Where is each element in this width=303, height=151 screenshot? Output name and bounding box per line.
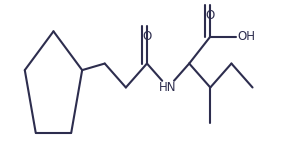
Text: O: O [206, 9, 215, 22]
Text: O: O [142, 30, 152, 43]
Text: HN: HN [159, 81, 177, 94]
Text: OH: OH [238, 30, 255, 43]
